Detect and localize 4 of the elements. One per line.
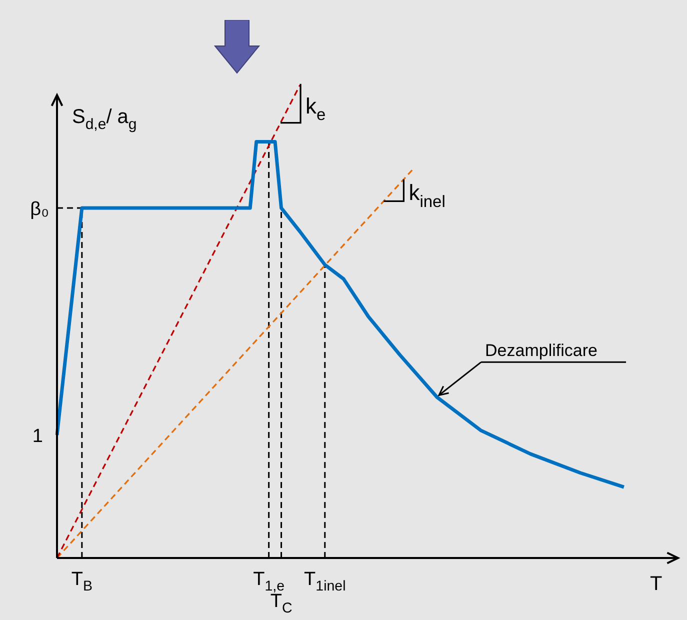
text: 1 bbox=[32, 426, 44, 448]
ref-line-label: β₀ bbox=[30, 198, 50, 220]
annotation: Dezamplificare bbox=[485, 341, 598, 360]
x-axis-title: T bbox=[650, 573, 662, 595]
